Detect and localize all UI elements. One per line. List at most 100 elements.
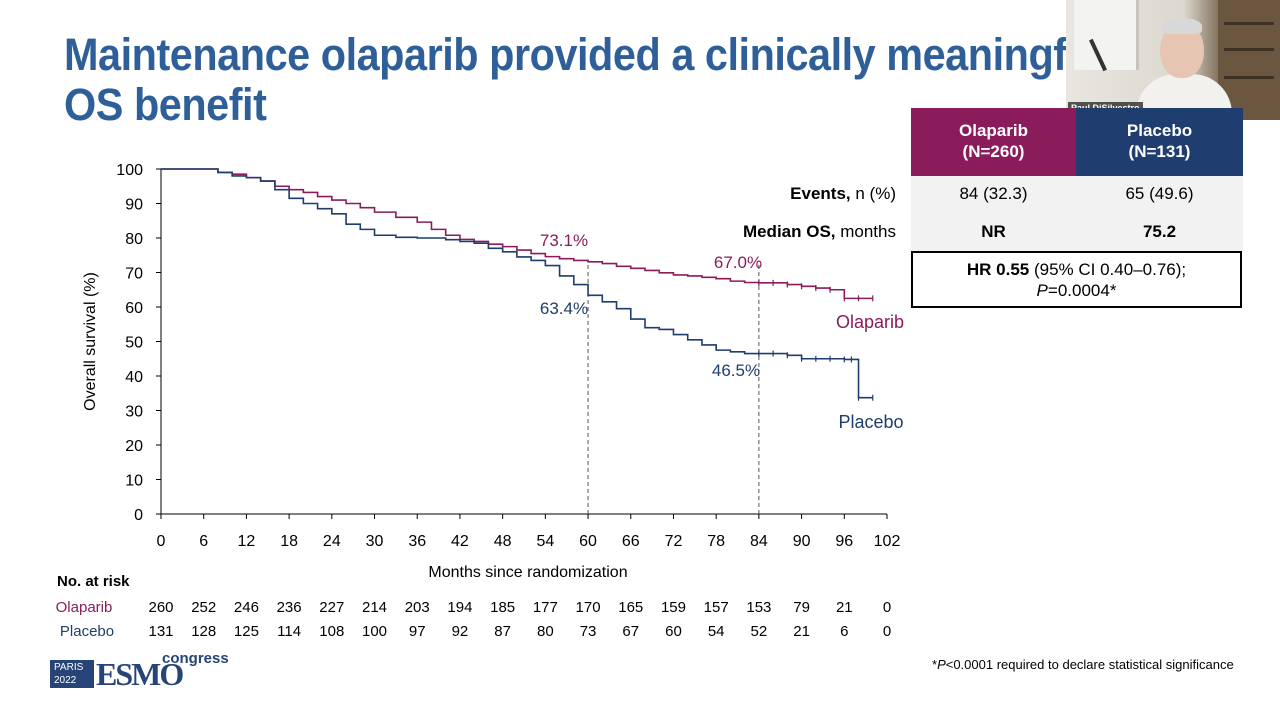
x-tick-label-6: 6 [199, 533, 208, 550]
y-tick-label-70: 70 [125, 266, 143, 283]
x-tick-label-78: 78 [707, 533, 725, 550]
olaparib-header: Olaparib (N=260) [911, 108, 1076, 176]
series-line-olaparib [161, 168, 873, 300]
x-tick-label-54: 54 [536, 533, 554, 550]
footnote-text: <0.0001 required to declare statistical … [945, 657, 1234, 672]
y-tick-label-0: 0 [134, 507, 143, 524]
footnote-p: P [937, 657, 946, 672]
hazard-ratio-ci: (95% CI 0.40–0.76); [1029, 260, 1187, 279]
placebo-header-name: Placebo [1126, 121, 1193, 140]
at-risk-olaparib-90: 79 [793, 599, 810, 616]
hazard-ratio-line1: HR 0.55 (95% CI 0.40–0.76); [913, 259, 1240, 280]
annotation-placebo-60: 63.4% [540, 299, 588, 318]
at-risk-olaparib-48: 185 [490, 599, 515, 616]
at-risk-placebo-54: 80 [537, 623, 554, 640]
at-risk-placebo-18: 114 [277, 623, 301, 640]
x-tick-label-102: 102 [874, 533, 901, 550]
olaparib-header-name: Olaparib [959, 121, 1028, 140]
at-risk-title: No. at risk [57, 573, 130, 590]
x-tick-label-0: 0 [157, 533, 166, 550]
at-risk-placebo-90: 21 [793, 623, 810, 640]
y-axis-label: Overall survival (%) [82, 272, 99, 411]
at-risk-row-name-olaparib: Olaparib [56, 599, 113, 616]
x-tick-label-96: 96 [835, 533, 853, 550]
at-risk-placebo-84: 52 [751, 623, 768, 640]
median-row-bg [911, 214, 1243, 252]
at-risk-olaparib-24: 227 [319, 599, 344, 616]
at-risk-placebo-12: 125 [234, 623, 259, 640]
annotation-placebo-84: 46.5% [712, 361, 760, 380]
x-tick-label-12: 12 [238, 533, 256, 550]
at-risk-olaparib-96: 21 [836, 599, 853, 616]
events-label-rest: n (%) [850, 184, 896, 203]
hazard-ratio-box: HR 0.55 (95% CI 0.40–0.76); P=0.0004* [911, 251, 1242, 308]
y-tick-label-20: 20 [125, 438, 143, 455]
annotation-olaparib-60: 73.1% [540, 231, 588, 250]
at-risk-olaparib-12: 246 [234, 599, 259, 616]
footnote-asterisk: * [932, 657, 938, 672]
x-tick-label-36: 36 [408, 533, 426, 550]
y-tick-label-80: 80 [125, 231, 143, 248]
speaker-hair [1162, 18, 1202, 34]
at-risk-placebo-48: 87 [494, 623, 511, 640]
at-risk-olaparib-18: 236 [277, 599, 302, 616]
y-tick-label-10: 10 [125, 473, 143, 490]
slide-title: Maintenance olaparib provided a clinical… [64, 29, 1103, 130]
at-risk-olaparib-66: 165 [618, 599, 643, 616]
x-tick-label-18: 18 [280, 533, 298, 550]
y-tick-label-90: 90 [125, 197, 143, 214]
events-row-bg [911, 176, 1243, 214]
esmo-congress-logo: PARIS 2022 ESMO congress [50, 650, 230, 692]
y-tick-label-100: 100 [116, 162, 143, 179]
at-risk-row-name-placebo: Placebo [60, 623, 114, 640]
y-tick-label-60: 60 [125, 300, 143, 317]
p-value-symbol: P [1036, 281, 1048, 300]
at-risk-placebo-0: 131 [148, 623, 173, 640]
median-placebo: 75.2 [1142, 222, 1177, 241]
at-risk-placebo-96: 6 [840, 623, 848, 640]
at-risk-placebo-102: 0 [883, 623, 891, 640]
x-tick-label-42: 42 [451, 533, 469, 550]
video-window [1074, 0, 1139, 70]
placebo-header: Placebo (N=131) [1076, 108, 1243, 176]
at-risk-olaparib-54: 177 [533, 599, 558, 616]
x-tick-label-48: 48 [494, 533, 512, 550]
median-label: Median OS, months [640, 222, 896, 242]
at-risk-placebo-36: 97 [409, 623, 426, 640]
median-label-bold: Median OS, [742, 222, 836, 241]
logo-city: PARIS 2022 [50, 660, 94, 688]
events-label-bold: Events, [790, 184, 851, 203]
x-tick-label-60: 60 [579, 533, 597, 550]
at-risk-placebo-30: 100 [362, 623, 387, 640]
x-axis-label: Months since randomization [428, 564, 627, 581]
at-risk-placebo-60: 73 [580, 623, 597, 640]
at-risk-placebo-6: 128 [191, 623, 216, 640]
olaparib-header-n: (N=260) [962, 142, 1025, 161]
placebo-header-n: (N=131) [1128, 142, 1191, 161]
hazard-ratio-line2: P=0.0004* [913, 280, 1240, 301]
footnote: *P<0.0001 required to declare statistica… [932, 657, 1234, 672]
x-tick-label-30: 30 [366, 533, 384, 550]
at-risk-olaparib-84: 153 [746, 599, 771, 616]
at-risk-olaparib-60: 170 [576, 599, 601, 616]
events-placebo: 65 (49.6) [1125, 184, 1194, 203]
y-tick-label-50: 50 [125, 335, 143, 352]
at-risk-olaparib-0: 260 [148, 599, 173, 616]
at-risk-olaparib-6: 252 [191, 599, 216, 616]
at-risk-olaparib-78: 157 [704, 599, 729, 616]
annotation-olaparib-84: 67.0% [714, 253, 762, 272]
at-risk-placebo-24: 108 [319, 623, 344, 640]
median-label-rest: months [835, 222, 896, 241]
series-label-placebo: Placebo [838, 412, 903, 432]
at-risk-placebo-66: 67 [622, 623, 639, 640]
at-risk-olaparib-72: 159 [661, 599, 686, 616]
hazard-ratio-bold: HR 0.55 [966, 260, 1030, 279]
logo-congress: congress [162, 650, 229, 667]
logo-city-year: 2022 [54, 675, 77, 686]
x-tick-label-84: 84 [750, 533, 768, 550]
median-olaparib: NR [981, 222, 1006, 241]
at-risk-olaparib-102: 0 [883, 599, 891, 616]
x-tick-label-72: 72 [665, 533, 683, 550]
slide-title-line1: Maintenance olaparib provided a clinical… [64, 29, 1103, 80]
